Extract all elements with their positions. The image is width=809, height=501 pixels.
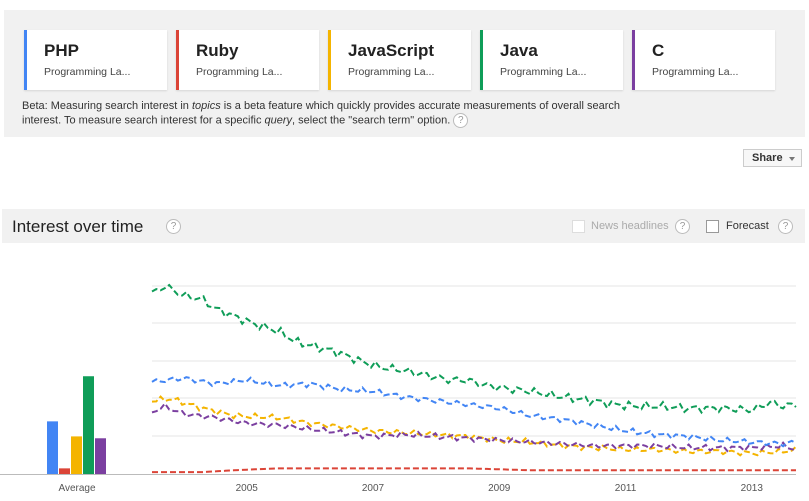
term-card[interactable]: Ruby Programming La... <box>176 30 319 90</box>
term-type: Programming La... <box>44 66 131 78</box>
series-line-java <box>151 283 797 415</box>
term-type: Programming La... <box>196 66 283 78</box>
series-line-javascript <box>151 395 797 457</box>
help-icon[interactable]: ? <box>675 219 690 234</box>
average-bar <box>95 438 106 474</box>
forecast-label: Forecast <box>726 220 769 232</box>
average-bar <box>83 376 94 474</box>
series-line-ruby <box>152 467 796 474</box>
average-label: Average <box>58 483 96 494</box>
share-button[interactable]: Share <box>743 149 802 167</box>
term-name: PHP <box>44 41 79 60</box>
beta-note-query: query <box>264 114 293 127</box>
interest-over-time-header: Interest over time ? News headlines ? Fo… <box>2 209 805 243</box>
x-tick-label: 2009 <box>488 483 511 494</box>
series-line-c <box>151 401 797 453</box>
term-card[interactable]: C Programming La... <box>632 30 775 90</box>
term-type: Programming La... <box>500 66 587 78</box>
term-card[interactable]: Java Programming La... <box>480 30 623 90</box>
term-type: Programming La... <box>348 66 435 78</box>
beta-note-text-2: is a beta feature which quickly provides… <box>22 100 620 127</box>
forecast-checkbox[interactable] <box>706 220 719 233</box>
news-headlines-checkbox[interactable] <box>572 220 585 233</box>
x-tick-label: 2011 <box>615 483 637 494</box>
chevron-down-icon <box>789 157 795 161</box>
beta-note-text-3: , select the "search term" option. <box>292 114 451 127</box>
average-bar <box>47 421 58 474</box>
beta-note: Beta: Measuring search interest in topic… <box>22 100 662 128</box>
term-card[interactable]: JavaScript Programming La... <box>328 30 471 90</box>
interest-chart: 2005 2007 2009 2011 2013 Average <box>0 283 797 494</box>
section-title: Interest over time <box>12 217 144 236</box>
term-card[interactable]: PHP Programming La... <box>24 30 167 90</box>
news-headlines-label: News headlines <box>591 220 669 232</box>
compare-panel: PHP Programming La... Ruby Programming La..… <box>4 10 805 137</box>
term-name: Ruby <box>196 41 239 60</box>
average-bar <box>71 436 82 474</box>
beta-note-topics: topics <box>191 100 221 112</box>
x-tick-label: 2013 <box>741 483 764 494</box>
term-name: C <box>652 41 665 60</box>
term-type: Programming La... <box>652 66 739 78</box>
help-icon[interactable]: ? <box>453 113 469 128</box>
help-icon[interactable]: ? <box>166 219 181 234</box>
help-icon[interactable]: ? <box>778 219 793 234</box>
x-tick-label: 2005 <box>236 483 259 494</box>
average-bar <box>59 468 70 474</box>
beta-note-text-1: Beta: Measuring search interest in <box>22 100 192 112</box>
x-tick-label: 2007 <box>362 483 385 494</box>
term-name: JavaScript <box>348 41 434 60</box>
share-label: Share <box>752 152 783 164</box>
term-name: Java <box>500 41 538 60</box>
series-line-php <box>151 376 797 448</box>
